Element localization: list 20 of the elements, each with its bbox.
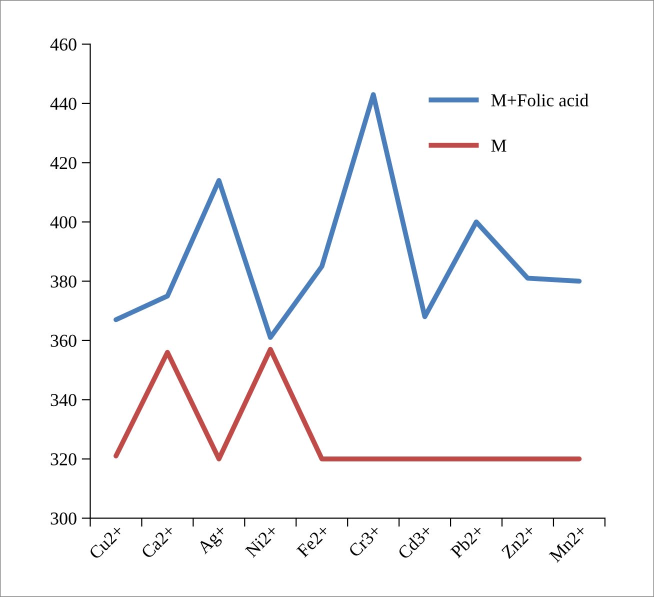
y-tick-label: 400 [50, 216, 76, 228]
x-tick-label: Fe2+ [296, 524, 330, 558]
y-tick-label: 460 [50, 38, 76, 51]
x-tick-label: Ag+ [196, 524, 230, 558]
y-tick-label: 320 [50, 453, 76, 466]
x-tick-label: Cu2+ [88, 524, 124, 560]
x-tick-label: Pb2+ [450, 524, 485, 559]
x-tick-label: Ni2+ [244, 524, 279, 558]
line-series [114, 346, 582, 462]
x-tick-label: Cr3+ [348, 524, 382, 558]
legend-label: M [491, 140, 506, 152]
y-tick-label: 420 [50, 156, 76, 170]
x-tick-label: Ca2+ [140, 524, 176, 560]
y-tick-label: 360 [50, 334, 76, 347]
y-tick-label: 440 [50, 98, 76, 110]
y-tick-label: 340 [50, 394, 76, 406]
x-tick-label: Cd3+ [396, 524, 434, 560]
y-tick-label: 380 [50, 275, 76, 288]
legend-label: M+Folic acid [491, 94, 588, 106]
y-tick-label: 300 [50, 512, 76, 525]
